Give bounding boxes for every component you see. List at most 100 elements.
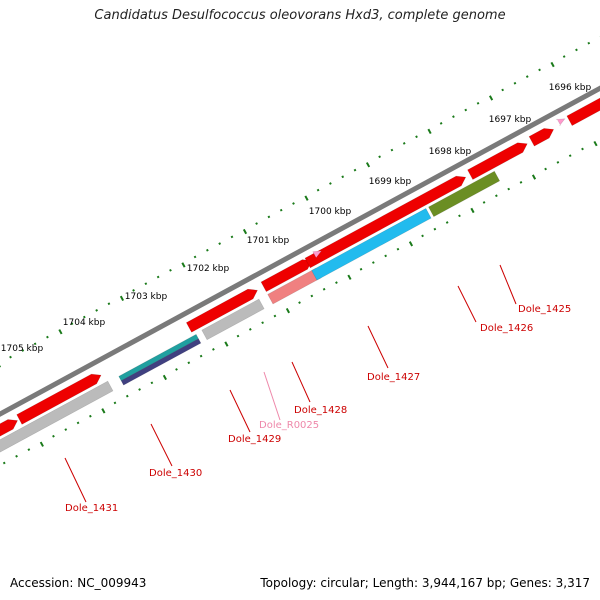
genome-summary-text: Topology: circular; Length: 3,944,167 bp… (260, 576, 590, 590)
inner-scale-tick (470, 207, 475, 214)
inner-scale-tick (212, 348, 215, 351)
olive-bar (428, 170, 501, 218)
inner-scale-tick (495, 194, 498, 198)
inner-scale-tick (224, 341, 229, 347)
kbp-label: 1701 kbp (247, 236, 290, 246)
inner-scale-tick (162, 374, 167, 381)
gene-label: Dole_1426 (480, 323, 533, 334)
gene-label: Dole_1431 (65, 503, 118, 514)
gene-leader-line (229, 389, 251, 433)
inner-scale-tick (581, 147, 584, 151)
outer-scale-tick (218, 242, 222, 245)
gene-leader-line (367, 325, 389, 369)
gene-leader-line (457, 285, 477, 323)
outer-scale-tick (292, 202, 295, 205)
outer-scale-tick (304, 195, 309, 201)
inner-scale-tick (335, 281, 338, 284)
outer-scale-tick (156, 275, 160, 279)
outer-scale-tick (144, 282, 148, 286)
kbp-label: 1697 kbp (489, 115, 532, 125)
inner-scale-tick (384, 254, 388, 258)
inner-scale-tick (76, 421, 80, 425)
outer-scale-tick (365, 162, 371, 168)
gene-label: Dole_1425 (518, 304, 571, 315)
outer-scale-tick (255, 222, 258, 225)
cds-arrow-1 (0, 419, 19, 437)
inner-scale-tick (187, 361, 191, 365)
outer-scale-tick (230, 235, 234, 239)
outer-scale-tick (353, 168, 357, 172)
pseudo-bar-2 (201, 298, 265, 341)
inner-scale-tick (39, 441, 44, 447)
inner-scale-tick (482, 201, 486, 204)
backbone-line (0, 85, 600, 417)
cyan-bar (311, 208, 432, 281)
kbp-label: 1696 kbp (549, 83, 592, 93)
outer-scale-tick (550, 61, 555, 68)
inner-scale-tick (273, 314, 277, 318)
inner-scale-tick (531, 174, 537, 180)
cds-arrow-7 (528, 128, 555, 147)
inner-scale-tick (371, 261, 375, 264)
outer-scale-tick (341, 175, 345, 179)
inner-scale-tick (298, 301, 301, 304)
gene-label: Dole_1427 (367, 372, 420, 383)
gene-leader-line (291, 361, 311, 403)
inner-scale-tick (101, 408, 106, 414)
outer-scale-tick (538, 68, 541, 72)
outer-scale-tick (193, 255, 197, 259)
outer-scale-tick (82, 315, 86, 319)
gene-label: Dole_1428 (294, 405, 347, 416)
inner-scale-tick (445, 221, 449, 224)
outer-scale-tick (181, 262, 186, 268)
outer-scale-tick (390, 148, 394, 152)
gene-label: Dole_1430 (149, 468, 202, 479)
inner-scale-tick (64, 428, 68, 431)
outer-scale-tick (452, 115, 455, 119)
inner-scale-tick (261, 321, 264, 325)
inner-scale-tick (568, 154, 572, 158)
kbp-label: 1700 kbp (309, 207, 352, 217)
inner-scale-tick (27, 448, 31, 451)
gene-leader-line (499, 264, 517, 305)
inner-scale-tick (285, 307, 291, 314)
outer-scale-tick (33, 342, 37, 346)
inner-scale-tick (507, 187, 511, 191)
inner-scale-tick (150, 381, 154, 385)
rna-feature-marker-2 (556, 118, 566, 126)
inner-scale-tick (236, 334, 240, 338)
inner-scale-tick (248, 328, 252, 331)
inner-scale-tick (310, 294, 314, 298)
outer-scale-tick (279, 208, 283, 212)
kbp-label: 1704 kbp (63, 318, 106, 328)
outer-scale-tick (70, 322, 74, 326)
inner-scale-tick (2, 461, 6, 465)
inner-scale-tick (359, 267, 363, 271)
inner-scale-tick (113, 401, 117, 405)
cds-arrow-6 (467, 142, 528, 180)
inner-scale-tick (322, 287, 326, 291)
outer-scale-tick (439, 121, 443, 125)
inner-scale-tick (544, 167, 547, 171)
inner-scale-tick (138, 388, 141, 391)
outer-scale-tick (464, 108, 468, 112)
kbp-label: 1699 kbp (369, 177, 412, 187)
outer-scale-tick (525, 75, 529, 78)
cds-arrow-2 (16, 373, 102, 425)
inner-scale-tick (433, 227, 437, 231)
outer-scale-tick (95, 309, 98, 312)
outer-scale-tick (513, 81, 517, 85)
cds-arrow-5 (304, 175, 467, 269)
inner-scale-tick (519, 181, 523, 184)
inner-scale-tick (347, 274, 352, 280)
outer-scale-tick (501, 88, 505, 92)
gene-label: Dole_1429 (228, 434, 281, 445)
inner-scale-tick (408, 241, 414, 247)
outer-scale-tick (46, 335, 49, 339)
kbp-label: 1698 kbp (429, 147, 472, 157)
gene-label: Dole_R0025 (259, 420, 319, 431)
rna-feature-marker (312, 250, 323, 259)
outer-scale-tick (378, 155, 381, 159)
map-title: Candidatus Desulfococcus oleovorans Hxd3… (94, 8, 506, 23)
